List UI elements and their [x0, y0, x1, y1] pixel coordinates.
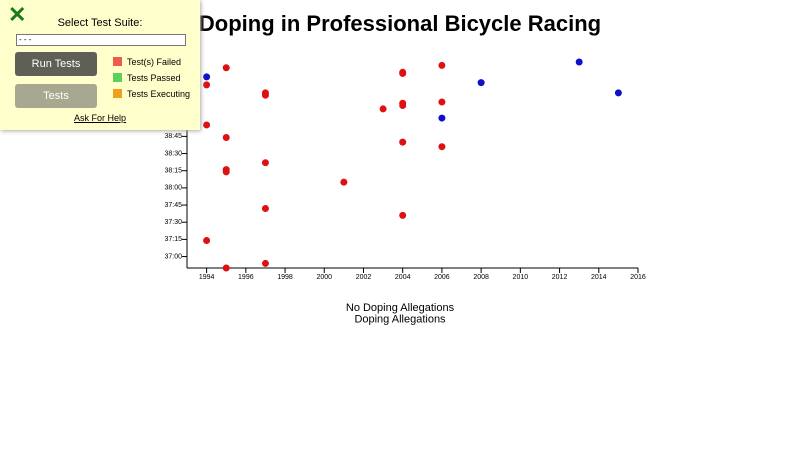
point	[399, 138, 407, 146]
point	[438, 143, 446, 151]
x-tick-label: 2016	[630, 274, 646, 281]
point	[261, 91, 269, 99]
x-tick-label: 2004	[395, 274, 411, 281]
y-tick-label: 38:15	[164, 168, 182, 175]
point	[438, 114, 446, 122]
point	[399, 211, 407, 219]
point	[261, 204, 269, 212]
x-tick-label: 1996	[238, 274, 254, 281]
tests-button[interactable]: Tests	[15, 84, 97, 108]
legend-text: Tests Passed	[127, 73, 181, 83]
point	[379, 105, 387, 113]
y-tick-label: 38:30	[164, 150, 182, 157]
y-tick-label: 37:00	[164, 253, 182, 260]
y-tick-label: 37:15	[164, 236, 182, 243]
x-tick-label: 1998	[277, 274, 293, 281]
x-tick-label: 2014	[591, 274, 607, 281]
point	[222, 168, 230, 176]
test-panel: ✕ Select Test Suite: - - - Run Tests Tes…	[0, 0, 200, 130]
point	[203, 81, 211, 89]
x-tick-label: 2012	[552, 274, 568, 281]
point	[438, 98, 446, 106]
panel-heading: Select Test Suite:	[57, 17, 143, 29]
run-button[interactable]: Run Tests	[15, 52, 97, 76]
point	[340, 178, 348, 186]
legend-text: Test(s) Failed	[127, 57, 182, 67]
point	[203, 121, 211, 129]
legend-entry: No Doping Allegations	[346, 302, 455, 314]
x-tick-label: 2002	[356, 274, 372, 281]
point	[261, 159, 269, 167]
y-tick-label: 38:00	[164, 185, 182, 192]
suite-select[interactable]: - - -	[16, 34, 186, 46]
y-tick-label: 37:30	[164, 219, 182, 226]
point	[222, 134, 230, 142]
point	[477, 79, 485, 87]
point	[203, 237, 211, 245]
point	[575, 58, 583, 66]
y-tick-label: 38:45	[164, 133, 182, 140]
x-tick-label: 2006	[434, 274, 450, 281]
point	[222, 264, 230, 272]
x-tick-label: 1994	[199, 274, 215, 281]
legend-entry: Doping Allegations	[354, 313, 446, 325]
legend-failed: Test(s) Failed	[113, 57, 181, 67]
legend-executing: Tests Executing	[113, 89, 190, 99]
close-icon[interactable]: ✕	[8, 2, 27, 27]
point	[222, 64, 230, 72]
point	[614, 89, 622, 97]
legend-passed: Tests Passed	[113, 73, 181, 83]
point	[438, 61, 446, 69]
point	[261, 259, 269, 267]
x-tick-label: 2000	[316, 274, 332, 281]
legend-text: Tests Executing	[127, 89, 191, 99]
point	[399, 101, 407, 109]
help-link[interactable]: Ask For Help	[73, 113, 126, 123]
point	[203, 73, 211, 81]
point	[399, 69, 407, 77]
x-tick-label: 2010	[513, 274, 529, 281]
y-tick-label: 37:45	[164, 202, 182, 209]
chart-title: Doping in Professional Bicycle Racing	[199, 11, 601, 36]
x-tick-label: 2008	[473, 274, 489, 281]
